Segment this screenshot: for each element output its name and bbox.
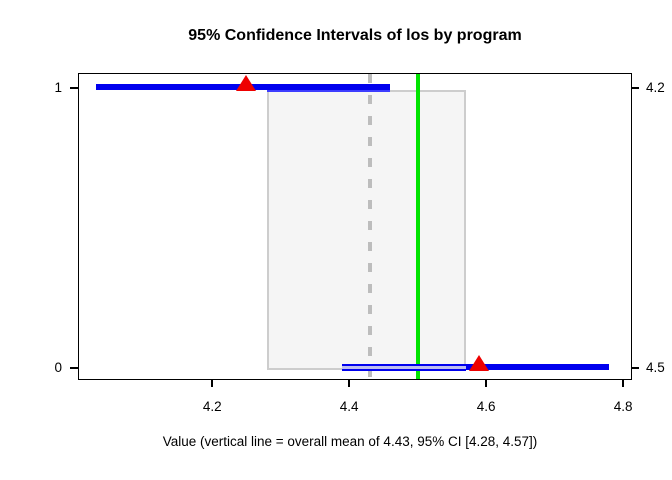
x-axis-label: Value (vertical line = overall mean of 4…	[162, 434, 538, 449]
x-axis-tick	[485, 380, 487, 387]
y-axis-tick-label: 0	[54, 360, 62, 375]
y-axis-tick-label: 1	[54, 80, 62, 95]
chart-title: 95% Confidence Intervals of los by progr…	[188, 27, 522, 44]
x-axis-tick	[622, 380, 624, 387]
y-axis-tick	[70, 367, 78, 369]
x-axis-tick-label: 4.8	[613, 399, 633, 414]
x-axis-tick	[348, 380, 350, 387]
y-axis-tick	[70, 87, 78, 89]
x-axis-tick-label: 4.2	[202, 399, 222, 414]
x-axis-tick	[211, 380, 213, 387]
right-axis-tick-label: 4.5	[646, 360, 665, 375]
right-axis-tick	[631, 87, 639, 89]
plot-area	[78, 73, 632, 380]
x-axis-tick-label: 4.4	[339, 399, 359, 414]
right-axis-tick-label: 4.2	[646, 80, 665, 95]
right-axis-tick	[631, 367, 639, 369]
x-axis-tick-label: 4.6	[476, 399, 496, 414]
